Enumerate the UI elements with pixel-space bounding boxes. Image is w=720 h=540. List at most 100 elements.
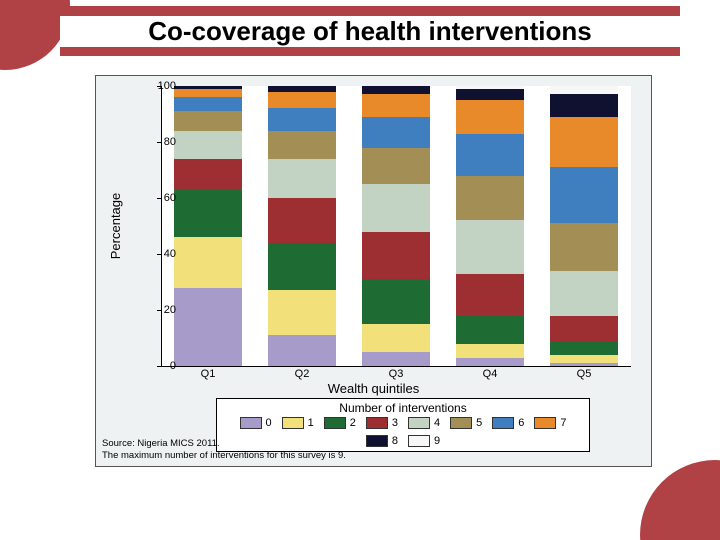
legend-label: 6	[518, 417, 524, 429]
bar-segment	[550, 341, 618, 355]
bar-segment	[268, 335, 336, 366]
bar-segment	[550, 167, 618, 223]
x-tick-label: Q1	[201, 368, 216, 380]
bar-segment	[550, 223, 618, 271]
bar-segment	[550, 316, 618, 341]
bar-segment	[456, 316, 524, 344]
legend-label: 8	[392, 435, 398, 447]
legend-swatch	[534, 417, 556, 429]
bar-segment	[174, 159, 242, 190]
legend-label: 4	[434, 417, 440, 429]
bar-segment	[456, 176, 524, 221]
source-line-1: Source: Nigeria MICS 2011.	[102, 438, 346, 450]
bar-segment	[456, 358, 524, 366]
legend-swatch	[324, 417, 346, 429]
bar-segment	[174, 89, 242, 97]
stacked-bar	[456, 86, 524, 366]
bar-segment	[362, 232, 430, 280]
bar-segment	[268, 198, 336, 243]
legend-item: 6	[492, 417, 524, 429]
bar-segment	[268, 243, 336, 291]
y-axis-label: Percentage	[108, 193, 123, 260]
bar-segment	[456, 344, 524, 358]
bar-segment	[174, 97, 242, 111]
legend-item: 4	[408, 417, 440, 429]
source-note: Source: Nigeria MICS 2011. The maximum n…	[102, 438, 346, 462]
bar-segment	[268, 108, 336, 130]
bar-segment	[362, 94, 430, 116]
stacked-bar	[174, 86, 242, 366]
legend-swatch	[450, 417, 472, 429]
legend-item: 8	[366, 435, 398, 447]
stacked-bar	[550, 86, 618, 366]
legend-swatch	[282, 417, 304, 429]
x-tick-label: Q3	[389, 368, 404, 380]
bar-segment	[362, 184, 430, 232]
x-tick-label: Q4	[483, 368, 498, 380]
legend-swatch	[366, 435, 388, 447]
x-tick-label: Q5	[577, 368, 592, 380]
page-title: Co-coverage of health interventions	[60, 16, 680, 47]
y-tick-label: 80	[164, 136, 176, 148]
bar-segment	[456, 274, 524, 316]
legend-swatch	[366, 417, 388, 429]
bar-segment	[174, 190, 242, 238]
legend-item: 7	[534, 417, 566, 429]
x-tick-label: Q2	[295, 368, 310, 380]
legend-swatch	[240, 417, 262, 429]
stacked-bar	[268, 86, 336, 366]
legend-swatch	[408, 417, 430, 429]
legend-item: 5	[450, 417, 482, 429]
bar-segment	[456, 134, 524, 176]
bar-segment	[456, 89, 524, 100]
bar-segment	[362, 117, 430, 148]
bar-segment	[362, 279, 430, 324]
plot-region	[161, 86, 631, 366]
bar-segment	[174, 131, 242, 159]
legend-title: Number of interventions	[223, 401, 583, 415]
bar-segment	[550, 271, 618, 316]
legend-label: 2	[350, 417, 356, 429]
bar-segment	[550, 355, 618, 363]
y-tick-label: 40	[164, 248, 176, 260]
legend-label: 0	[266, 417, 272, 429]
bar-segment	[362, 86, 430, 94]
bar-segment	[174, 111, 242, 131]
bar-segment	[268, 290, 336, 335]
x-axis-label: Wealth quintiles	[96, 381, 651, 396]
legend-item: 0	[240, 417, 272, 429]
y-tick-label: 20	[164, 304, 176, 316]
legend-swatch	[492, 417, 514, 429]
source-line-2: The maximum number of interventions for …	[102, 450, 346, 462]
legend-item: 1	[282, 417, 314, 429]
bar-segment	[550, 94, 618, 116]
bar-segment	[362, 148, 430, 184]
bar-segment	[362, 352, 430, 366]
bar-segment	[268, 159, 336, 198]
bar-segment	[174, 288, 242, 366]
legend-item: 2	[324, 417, 356, 429]
y-axis-line	[161, 86, 162, 366]
bar-segment	[362, 324, 430, 352]
bar-segment	[456, 100, 524, 134]
corner-decoration-bottom-right	[640, 460, 720, 540]
chart-panel: Percentage 020406080100 Q1Q2Q3Q4Q5 Wealt…	[95, 75, 652, 467]
bar-segment	[550, 117, 618, 167]
x-axis-line	[161, 366, 631, 367]
legend-item: 9	[408, 435, 440, 447]
legend-label: 9	[434, 435, 440, 447]
bar-segment	[268, 92, 336, 109]
bar-segment	[550, 86, 618, 94]
legend-label: 5	[476, 417, 482, 429]
bar-segment	[174, 237, 242, 287]
legend-swatch	[408, 435, 430, 447]
bar-segment	[268, 131, 336, 159]
legend-item: 3	[366, 417, 398, 429]
y-tick-label: 60	[164, 192, 176, 204]
legend-label: 3	[392, 417, 398, 429]
title-band: Co-coverage of health interventions	[60, 8, 680, 54]
stacked-bar	[362, 86, 430, 366]
legend-label: 7	[560, 417, 566, 429]
legend-label: 1	[308, 417, 314, 429]
bar-segment	[456, 220, 524, 273]
